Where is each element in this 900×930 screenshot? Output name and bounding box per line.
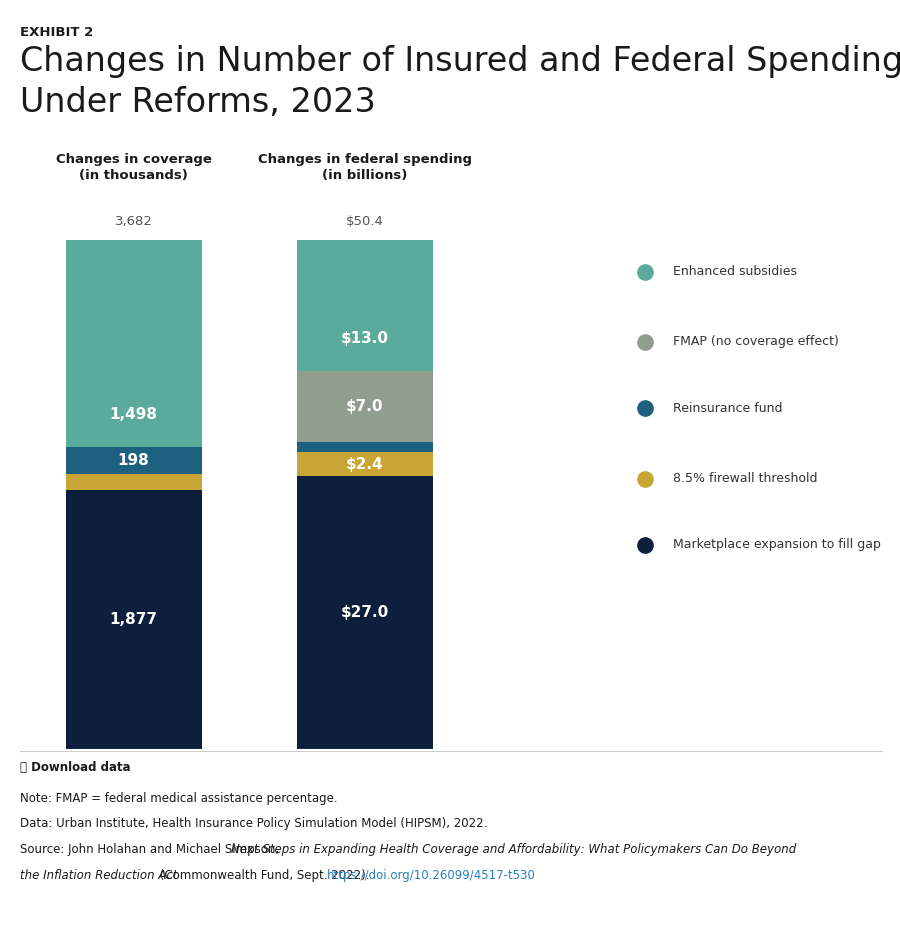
Bar: [66, 240, 202, 447]
Text: Source: John Holahan and Michael Simpson,: Source: John Holahan and Michael Simpson…: [20, 843, 283, 856]
Text: $7.0: $7.0: [346, 399, 383, 414]
Text: Under Reforms, 2023: Under Reforms, 2023: [20, 86, 375, 118]
Text: ⤓ Download data: ⤓ Download data: [20, 761, 130, 774]
Bar: [297, 442, 433, 452]
Text: 3,682: 3,682: [114, 215, 152, 228]
Text: $50.4: $50.4: [346, 215, 383, 228]
Text: 1,877: 1,877: [110, 612, 158, 627]
Text: FMAP (no coverage effect): FMAP (no coverage effect): [673, 336, 839, 349]
Bar: [297, 452, 433, 476]
Text: Enhanced subsidies: Enhanced subsidies: [673, 265, 796, 278]
Text: $13.0: $13.0: [341, 331, 389, 346]
Text: 8.5% firewall threshold: 8.5% firewall threshold: [673, 472, 817, 485]
Bar: [66, 447, 202, 474]
Text: Data: Urban Institute, Health Insurance Policy Simulation Model (HIPSM), 2022.: Data: Urban Institute, Health Insurance …: [20, 817, 487, 830]
Text: $2.4: $2.4: [346, 457, 383, 472]
Text: https://doi.org/10.26099/4517-t530: https://doi.org/10.26099/4517-t530: [328, 869, 536, 882]
Text: $27.0: $27.0: [341, 605, 389, 620]
Text: Note: FMAP = federal medical assistance percentage.: Note: FMAP = federal medical assistance …: [20, 792, 338, 805]
Text: EXHIBIT 2: EXHIBIT 2: [20, 26, 93, 39]
Text: (Commonwealth Fund, Sept. 2022).: (Commonwealth Fund, Sept. 2022).: [156, 869, 374, 882]
Text: Changes in federal spending
(in billions): Changes in federal spending (in billions…: [257, 153, 472, 182]
Text: Changes in Number of Insured and Federal Spending: Changes in Number of Insured and Federal…: [20, 45, 900, 77]
Text: Marketplace expansion to fill gap: Marketplace expansion to fill gap: [673, 538, 881, 551]
Bar: [66, 474, 202, 489]
Bar: [297, 371, 433, 442]
Text: Changes in coverage
(in thousands): Changes in coverage (in thousands): [56, 153, 212, 182]
Bar: [297, 476, 433, 749]
Text: Next Steps in Expanding Health Coverage and Affordability: What Policymakers Can: Next Steps in Expanding Health Coverage …: [231, 843, 796, 856]
Text: the Inflation Reduction Act: the Inflation Reduction Act: [20, 869, 177, 882]
Text: 1,498: 1,498: [110, 407, 158, 422]
Text: 198: 198: [118, 453, 149, 469]
Text: Reinsurance fund: Reinsurance fund: [673, 402, 782, 415]
Bar: [66, 489, 202, 749]
Bar: [297, 240, 433, 371]
